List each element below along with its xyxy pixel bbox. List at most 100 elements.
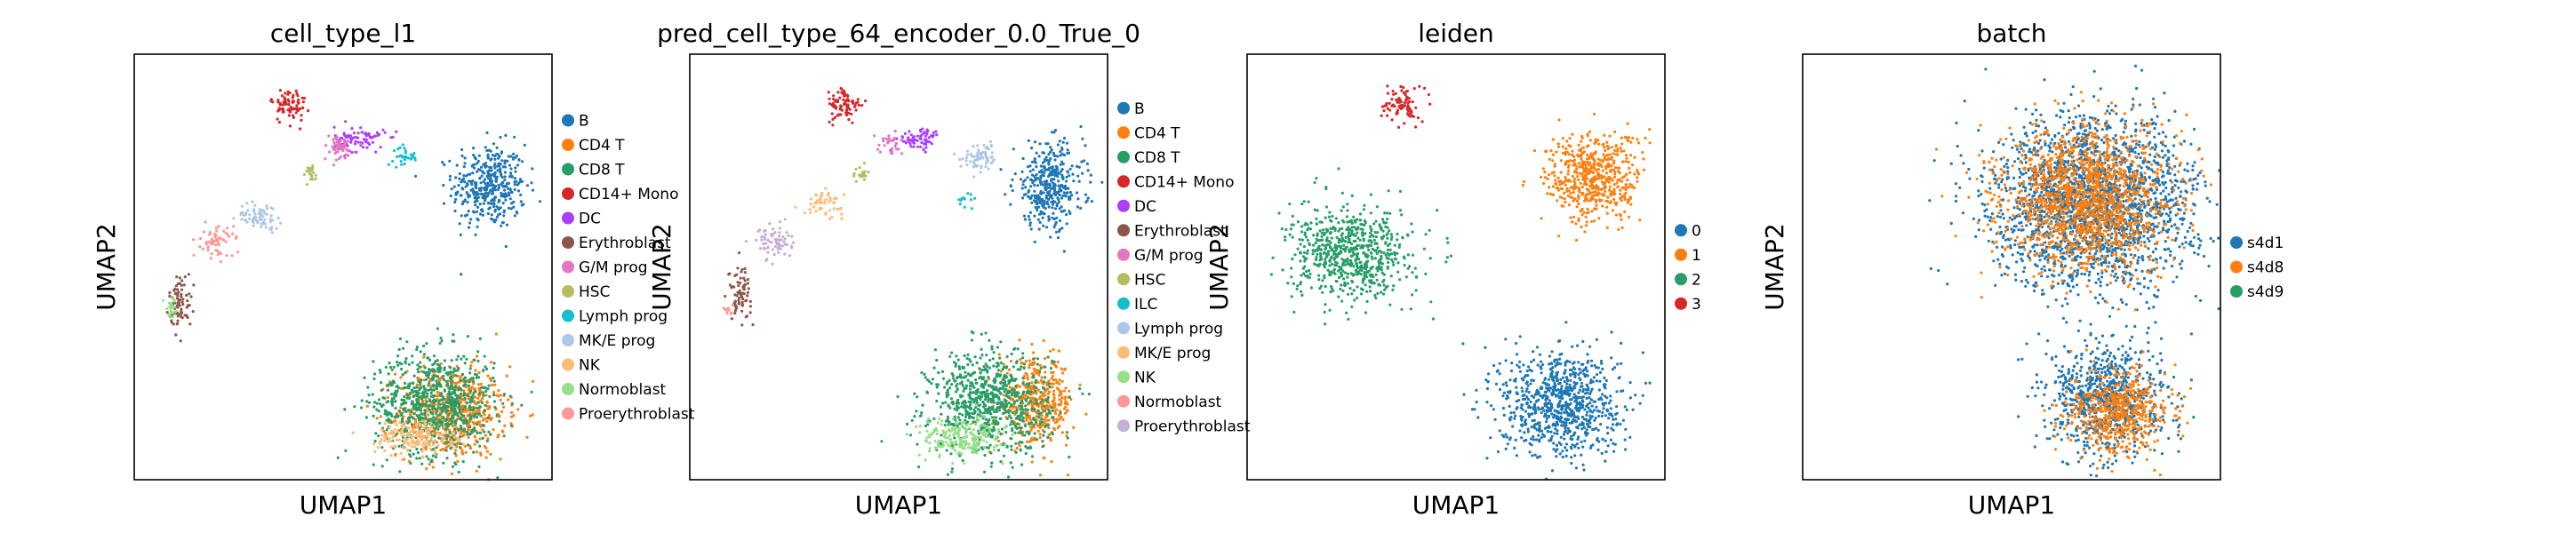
point-CD8 T [455,411,459,415]
point-0 [1555,455,1558,458]
point-NK [968,445,972,449]
point-Lymph prog [984,147,988,150]
point-Erythroblast [737,301,740,305]
point-B [1070,164,1074,168]
point-CD8 T [452,339,456,343]
point-CD8 T [947,403,950,407]
point-CD8 T [464,379,468,384]
point-CD8 T [916,442,919,446]
point-Proerythroblast [201,247,204,251]
point-NK [939,445,942,449]
legend-marker [562,309,574,322]
point-CD4 T [1019,358,1022,362]
point-CD8 T [363,376,366,379]
point-NK [945,436,948,440]
point-CD8 T [1020,432,1024,435]
point-CD8 T [919,414,923,418]
point-B [453,200,457,204]
point-CD14+ Mono [302,96,306,100]
point-0 [1461,342,1465,346]
point-CD4 T [459,376,462,379]
point-CD4 T [488,377,492,380]
point-Erythroblast [730,286,733,290]
point-B [1033,157,1036,162]
point-B [477,154,481,157]
point-Lymph prog [969,160,972,163]
point-CD8 T [1050,431,1054,434]
point-CD8 T [1037,416,1041,419]
point-DC [924,140,927,144]
point-CD8 T [1035,378,1038,382]
point-Proerythroblast [775,243,780,246]
point-CD8 T [968,387,972,391]
point-CD8 T [444,441,447,444]
point-CD14+ Mono [844,108,849,112]
point-Erythroblast [181,303,185,306]
point-Erythroblast [180,288,184,291]
point-CD8 T [923,372,926,376]
point-CD4 T [1060,367,1063,370]
point-B [483,197,486,201]
point-Proerythroblast [778,235,781,238]
point-CD4 T [1060,416,1063,419]
point-Proerythroblast [224,240,228,243]
point-CD8 T [403,394,406,399]
point-B [501,220,505,225]
point-CD8 T [400,367,404,371]
point-B [1071,172,1075,176]
point-MK/E prog [809,203,812,206]
point-NK [928,435,932,439]
point-0 [1565,382,1569,386]
point-Proerythroblast [772,252,776,257]
point-CD8 T [940,370,944,373]
point-CD8 T [440,421,444,425]
point-B [1052,211,1055,215]
point-CD8 T [1007,379,1011,383]
point-B [1009,203,1012,206]
point-CD8 T [396,389,399,393]
point-NK [905,433,908,436]
point-CD8 T [1020,441,1024,444]
point-CD8 T [956,376,959,379]
point-Lymph prog [401,143,404,147]
point-0 [1588,414,1592,418]
point-CD8 T [1004,366,1008,370]
scatter-points [1269,84,1652,481]
point-B [468,221,472,225]
point-CD4 T [1026,376,1029,379]
point-0 [1609,438,1612,442]
point-CD8 T [987,446,990,449]
point-CD8 T [398,337,403,340]
point-CD8 T [1021,377,1025,380]
point-B [1011,189,1014,193]
point-CD8 T [1051,359,1054,362]
point-Erythroblast [176,301,180,306]
point-CD8 T [412,452,415,456]
point-MK/E prog [243,213,246,217]
point-Erythroblast [737,296,741,300]
point-B [1019,178,1022,181]
point-NK [417,441,421,444]
point-NK [982,446,987,449]
point-G/M prog [332,140,336,145]
point-CD8 T [1035,438,1038,442]
point-CD4 T [473,434,476,438]
point-CD8 T [980,384,983,388]
point-CD8 T [980,378,984,381]
point-CD4 T [436,394,439,398]
point-B [508,197,512,201]
point-CD8 T [1006,475,1011,479]
point-B [1052,187,1055,190]
point-NK [430,440,434,443]
point-CD14+ Mono [277,107,281,110]
point-B [498,163,501,168]
point-Lymph prog [980,164,983,168]
point-B [516,189,521,193]
point-CD8 T [961,413,964,417]
point-NK [388,437,391,441]
point-B [1027,195,1030,198]
point-NK [396,430,399,434]
point-CD8 T [970,384,973,387]
point-B [476,225,479,228]
